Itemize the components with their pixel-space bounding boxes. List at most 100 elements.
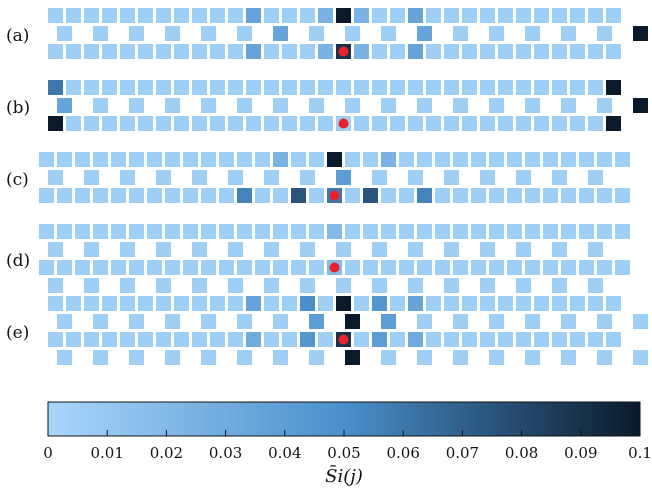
- heatmap-cell: [48, 170, 63, 185]
- heatmap-cell: [219, 260, 234, 275]
- heatmap-cell: [444, 8, 459, 23]
- heatmap-cell: [588, 242, 603, 257]
- source-marker: [338, 334, 349, 345]
- heatmap-cell: [255, 152, 270, 167]
- heatmap-cell: [516, 278, 531, 293]
- heatmap-cell: [138, 80, 153, 95]
- heatmap-cell: [174, 44, 189, 59]
- heatmap-cell: [372, 296, 387, 311]
- heatmap-cell: [66, 296, 81, 311]
- heatmap-cell: [84, 80, 99, 95]
- heatmap-cell: [246, 116, 261, 131]
- heatmap-cell: [66, 44, 81, 59]
- heatmap-cell: [453, 260, 468, 275]
- heatmap-cell: [219, 152, 234, 167]
- heatmap-cell: [417, 260, 432, 275]
- heatmap-cell: [354, 116, 369, 131]
- heatmap-cell: [633, 350, 648, 365]
- heatmap-cell: [597, 26, 612, 41]
- heatmap-cell: [102, 332, 117, 347]
- heatmap-cell: [336, 8, 351, 23]
- heatmap-cell: [615, 224, 630, 239]
- heatmap-cell: [480, 116, 495, 131]
- heatmap-cell: [606, 296, 621, 311]
- heatmap-cell: [417, 188, 432, 203]
- heatmap-cell: [309, 224, 324, 239]
- heatmap-cell: [408, 332, 423, 347]
- heatmap-cell: [264, 80, 279, 95]
- heatmap-cell: [75, 260, 90, 275]
- heatmap-cell: [57, 224, 72, 239]
- heatmap-cell: [615, 260, 630, 275]
- heatmap-cell: [309, 152, 324, 167]
- heatmap-cell: [462, 116, 477, 131]
- heatmap-cell: [165, 26, 180, 41]
- heatmap-cell: [165, 188, 180, 203]
- heatmap-cell: [516, 332, 531, 347]
- heatmap-cell: [147, 152, 162, 167]
- heatmap-cell: [165, 350, 180, 365]
- heatmap-cell: [48, 44, 63, 59]
- heatmap-cell: [480, 242, 495, 257]
- heatmap-cell: [570, 44, 585, 59]
- heatmap-cell: [156, 170, 171, 185]
- heatmap-cell: [471, 188, 486, 203]
- heatmap-cell: [138, 332, 153, 347]
- heatmap-cell: [129, 224, 144, 239]
- heatmap-cell: [138, 296, 153, 311]
- heatmap-cell: [480, 44, 495, 59]
- heatmap-cell: [354, 44, 369, 59]
- heatmap-cell: [327, 224, 342, 239]
- heatmap-cell: [192, 170, 207, 185]
- heatmap-cell: [183, 152, 198, 167]
- heatmap-cell: [156, 332, 171, 347]
- heatmap-cell: [246, 296, 261, 311]
- heatmap-cell: [426, 116, 441, 131]
- heatmap-cell: [264, 116, 279, 131]
- heatmap-cell: [201, 260, 216, 275]
- panel-b: (b): [6, 80, 648, 131]
- heatmap-cell: [525, 260, 540, 275]
- heatmap-cell: [102, 296, 117, 311]
- heatmap-cell: [579, 152, 594, 167]
- heatmap-cell: [273, 26, 288, 41]
- heatmap-cell: [264, 242, 279, 257]
- heatmap-cell: [336, 80, 351, 95]
- panel-label: (a): [6, 26, 29, 46]
- heatmap-cell: [246, 44, 261, 59]
- heatmap-cell: [84, 242, 99, 257]
- colorbar-tick-label: 0.09: [564, 444, 597, 462]
- heatmap-cell: [444, 332, 459, 347]
- heatmap-cell: [453, 26, 468, 41]
- heatmap-cell: [363, 152, 378, 167]
- source-marker: [338, 118, 349, 129]
- heatmap-cell: [120, 8, 135, 23]
- heatmap-cell: [462, 296, 477, 311]
- heatmap-cell: [264, 296, 279, 311]
- heatmap-cell: [111, 224, 126, 239]
- heatmap-cell: [147, 224, 162, 239]
- heatmap-cell: [372, 80, 387, 95]
- heatmap-cell: [156, 44, 171, 59]
- heatmap-cell: [264, 170, 279, 185]
- heatmap-cell: [345, 188, 360, 203]
- heatmap-cell: [282, 116, 297, 131]
- heatmap-cell: [228, 170, 243, 185]
- heatmap-cell: [39, 224, 54, 239]
- heatmap-cell: [426, 296, 441, 311]
- heatmap-cell: [588, 116, 603, 131]
- source-marker: [329, 262, 340, 273]
- heatmap-cell: [318, 116, 333, 131]
- heatmap-cell: [102, 116, 117, 131]
- heatmap-cell: [93, 314, 108, 329]
- heatmap-cell: [462, 332, 477, 347]
- heatmap-cell: [543, 224, 558, 239]
- colorbar-tick-label: 0.01: [90, 444, 123, 462]
- heatmap-cell: [588, 278, 603, 293]
- heatmap-cell: [210, 296, 225, 311]
- heatmap-cell: [102, 8, 117, 23]
- heatmap-cell: [147, 260, 162, 275]
- heatmap-cell: [246, 332, 261, 347]
- heatmap-cell: [543, 152, 558, 167]
